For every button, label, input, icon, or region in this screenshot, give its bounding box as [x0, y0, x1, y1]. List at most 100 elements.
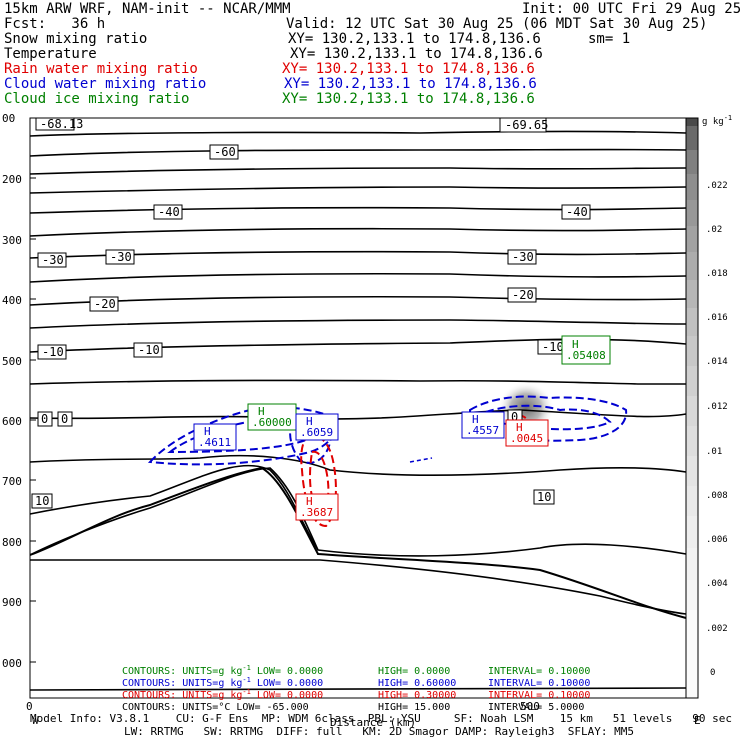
colorbar-tick: .006 [706, 535, 728, 545]
field-xy-snow: XY= 130.2,133.1 to 174.8,136.6 [288, 31, 541, 47]
temp-label-5: -40 [561, 204, 591, 220]
colorbar-tick: .008 [706, 491, 728, 501]
temperature-labels: -68.13 -69.65 -60 -40 -40 -30 -30 -30 -2… [31, 117, 591, 509]
forecast-hour: Fcst: 36 h [4, 16, 106, 32]
temp-label-text: 10 [35, 494, 49, 508]
temp-label-text: -69.65 [505, 118, 548, 132]
field-name-temperature: Temperature [4, 46, 97, 62]
temp-label-text: -10 [138, 343, 160, 357]
colorbar-ticks: .022 .02 .018 .016 .014 .012 .01 .008 .0… [706, 181, 728, 678]
temp-label-1: -68.13 [35, 117, 83, 131]
temp-label-text: -40 [566, 205, 588, 219]
field-name-rain: Rain water mixing ratio [4, 61, 198, 77]
temp-label-14: 0 [37, 411, 53, 427]
colorbar-tick: .02 [706, 225, 722, 235]
x-axis-ticks: 0 500 W E Distance (km) [26, 700, 701, 729]
colorbar-tick: .014 [706, 357, 728, 367]
colorbar-tick: .002 [706, 624, 728, 634]
svg-text:.4611: .4611 [198, 436, 231, 449]
temp-label-6: -30 [37, 252, 67, 268]
svg-text:.05408: .05408 [566, 349, 606, 362]
temp-label-text: -40 [158, 205, 180, 219]
colorbar-unit: g kg-1 [702, 114, 732, 127]
temp-label-text: 0 [61, 412, 68, 426]
field-xy-cloud-water: XY= 130.2,133.1 to 174.8,136.6 [284, 76, 537, 92]
contour-info-cloud-ice: CONTOURS: UNITS=g kg-1 LOW= 0.0000 HIGH= … [122, 664, 590, 677]
cloud-water-fragment [409, 457, 433, 463]
colorbar-tick: .016 [706, 313, 728, 323]
y-tick-label: 00 [2, 112, 15, 125]
temp-label-text: -30 [42, 253, 64, 267]
temp-label-2: -69.65 [499, 117, 548, 133]
temp-label-3: -60 [209, 144, 239, 160]
field-xy-cloud-ice: XY= 130.2,133.1 to 174.8,136.6 [282, 91, 535, 107]
temp-label-text: -10 [542, 340, 564, 354]
y-tick-label: 400 [2, 294, 22, 307]
temp-label-text: -68.13 [40, 117, 83, 131]
max-marker-rain-2: H.0045 [505, 419, 549, 447]
temp-label-10: -20 [507, 287, 537, 303]
svg-text:H: H [572, 338, 579, 351]
init-time: Init: 00 UTC Fri 29 Aug 25 [522, 1, 740, 17]
max-marker-cloud-water-1: H.4611 [193, 423, 237, 451]
x-tick-label: 500 [520, 700, 540, 713]
model-title: 15km ARW WRF, NAM-init -- NCAR/MMM [4, 1, 291, 17]
y-axis-ticks: 00 200 300 400 500 600 700 800 900 000 [2, 112, 22, 670]
y-tick-label: 200 [2, 173, 22, 186]
max-marker-cloud-ice-1: H.60000 [247, 403, 297, 431]
colorbar-tick: .004 [706, 579, 728, 589]
svg-text:H: H [204, 425, 211, 438]
temp-label-text: -10 [42, 345, 64, 359]
temp-label-17: 10 [31, 493, 53, 509]
contour-info-rain: CONTOURS: UNITS=g kg-1 LOW= 0.0000 HIGH= … [122, 688, 590, 701]
temp-label-12: -10 [133, 342, 163, 358]
temp-label-9: -20 [89, 296, 119, 312]
colorbar-tick: .018 [706, 269, 728, 279]
field-name-cloud-ice: Cloud ice mixing ratio [4, 91, 190, 107]
y-tick-label: 600 [2, 415, 22, 428]
temp-label-18: 10 [533, 489, 555, 505]
temp-label-text: -20 [94, 297, 116, 311]
x-end-label-west: W [32, 714, 39, 727]
svg-text:.6059: .6059 [300, 426, 333, 439]
svg-text:.60000: .60000 [252, 416, 292, 429]
temp-label-15: 0 [57, 411, 73, 427]
x-end-label-east: E [694, 714, 701, 727]
temp-label-text: 0 [511, 410, 518, 424]
max-marker-rain-1: H.3687 [295, 493, 339, 521]
y-tick-label: 300 [2, 234, 22, 247]
terrain-outline [29, 466, 687, 619]
max-marker-cloud-water-2: H.6059 [295, 413, 339, 441]
y-tick-label: 900 [2, 596, 22, 609]
colorbar-tick: .012 [706, 402, 728, 412]
temp-label-text: -30 [512, 250, 534, 264]
temp-label-8: -30 [507, 249, 537, 265]
field-name-cloud-water: Cloud water mixing ratio [4, 76, 207, 92]
svg-text:.3687: .3687 [300, 506, 333, 519]
field-name-snow: Snow mixing ratio [4, 31, 148, 47]
svg-text:H: H [306, 415, 313, 428]
valid-time: Valid: 12 UTC Sat 30 Aug 25 (06 MDT Sat … [286, 16, 708, 32]
field-smoothing: sm= 1 [588, 31, 631, 47]
temp-label-text: -20 [512, 288, 534, 302]
field-xy-rain: XY= 130.2,133.1 to 174.8,136.6 [282, 61, 535, 77]
physics-info-line: LW: RRTMG SW: RRTMG DIFF: full KM: 2D Sm… [124, 725, 634, 738]
temp-label-text: 10 [537, 490, 551, 504]
temp-label-text: -60 [214, 145, 236, 159]
temp-label-4: -40 [153, 204, 183, 220]
temp-label-7: -30 [105, 249, 135, 265]
svg-text:H: H [306, 495, 313, 508]
y-tick-label: 500 [2, 355, 22, 368]
temperature-isotherms [29, 130, 687, 691]
y-tick-label: 700 [2, 475, 22, 488]
colorbar-tick: 0 [710, 668, 715, 678]
colorbar: g kg-1 .022 .02 .018 .016 .014 .012 .01 … [685, 114, 732, 699]
colorbar-tick: .01 [706, 447, 722, 457]
temp-label-text: -30 [110, 250, 132, 264]
max-markers: H.4611 H.60000 H.6059 H.3687 H.4557 H.00… [193, 335, 611, 521]
y-axis-tick-marks [30, 177, 36, 663]
svg-text:H: H [472, 413, 479, 426]
colorbar-tick: .022 [706, 181, 728, 191]
temp-label-text: 0 [41, 412, 48, 426]
